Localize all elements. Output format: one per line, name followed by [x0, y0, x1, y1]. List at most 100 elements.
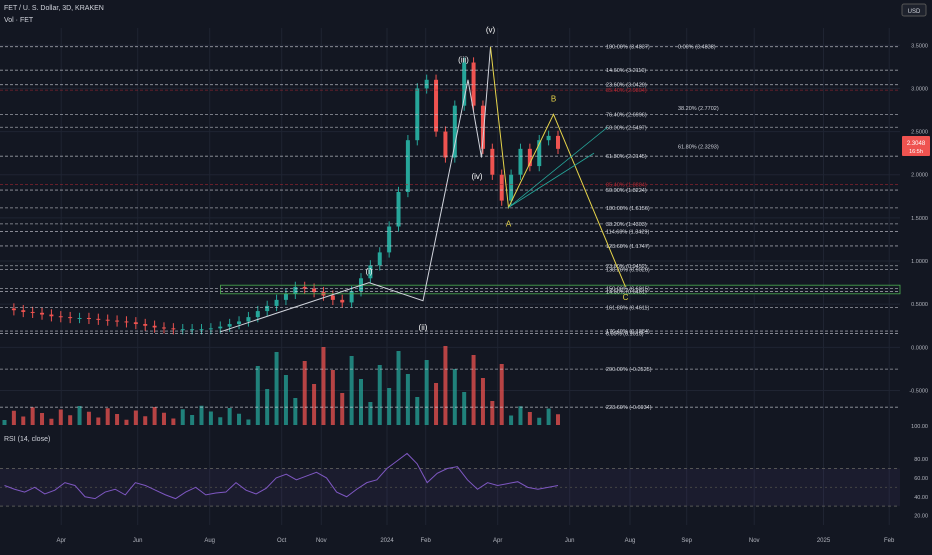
fib-label: 14.60% (3.2110) — [606, 68, 646, 74]
volume-bar — [546, 408, 551, 425]
candle-body — [283, 293, 288, 300]
x-tick-label: Feb — [884, 538, 895, 544]
x-tick-label: Feb — [421, 538, 432, 544]
candle-body — [208, 328, 213, 330]
symbol-title: FET / U. S. Dollar, 3D, KRAKEN — [4, 5, 104, 12]
candle-body — [434, 79, 439, 132]
wave-label: C — [623, 293, 629, 302]
candle-body — [199, 329, 204, 331]
fib-label: 85.40% (2.9804) — [606, 88, 647, 94]
fib-label-right: 38.20% (2.7702) — [678, 106, 719, 112]
candle-body — [58, 316, 63, 318]
candle-body — [227, 324, 232, 327]
price-badge-countdown: 16:5h — [909, 149, 923, 155]
volume-bar — [77, 406, 82, 425]
volume-bar — [274, 352, 279, 425]
candle-body — [115, 320, 120, 322]
candle-body — [218, 326, 223, 329]
candle-body — [246, 317, 251, 322]
abc-path — [490, 46, 626, 288]
y-tick-label: 3.0000 — [911, 86, 928, 92]
volume-bar — [480, 378, 485, 425]
y-tick-label: 1.0000 — [911, 259, 928, 265]
volume-bar — [537, 417, 542, 425]
rsi-tick-label: 20.00 — [914, 514, 928, 520]
fib-label: 161.80% (0.4611) — [606, 306, 649, 312]
fib-label: 0.00% (0.1610) — [606, 331, 644, 337]
volume-bar — [405, 374, 410, 425]
volume-bar — [152, 407, 157, 425]
trend-line — [508, 126, 608, 208]
volume-bar — [518, 406, 523, 425]
volume-bar — [180, 409, 185, 425]
volume-bar — [208, 411, 213, 425]
candle-body — [424, 79, 429, 89]
candle-body — [405, 140, 410, 192]
volume-axis-label: 100.00 — [911, 424, 928, 430]
candle-body — [30, 311, 35, 313]
wave-labels: (i) (ii) (iii) (iv) (v) A B C — [365, 25, 628, 332]
candle-body — [546, 135, 551, 141]
fib-label: 85.40% (1.8884) — [606, 182, 647, 188]
volume-bar — [387, 388, 392, 425]
volume-bar — [49, 418, 54, 425]
volume-bar — [86, 411, 91, 425]
candle-body — [49, 314, 54, 317]
y-tick-label: 0.0000 — [911, 345, 928, 351]
volume-bar — [368, 402, 373, 425]
volume-bar — [452, 369, 457, 425]
candle-body — [312, 288, 317, 293]
price-badge-price: 2.3048 — [907, 141, 926, 147]
candle-body — [40, 312, 45, 315]
rsi-tick-label: 40.00 — [914, 495, 928, 501]
x-tick-label: Jun — [565, 538, 575, 544]
volume-bar — [527, 412, 532, 425]
volume-bar — [340, 393, 345, 425]
fib-label: 23.60% (3.0429) — [606, 83, 647, 89]
rsi-tick-label: 80.00 — [914, 457, 928, 463]
volume-bar — [490, 401, 495, 425]
volume-bar — [58, 409, 63, 425]
volume-bar — [293, 398, 298, 425]
volume-bar — [227, 408, 232, 425]
x-tick-label: Aug — [625, 538, 636, 544]
volume-bar — [321, 347, 326, 425]
candle-body — [302, 286, 307, 289]
volume-bar — [161, 412, 166, 425]
volume-bar — [30, 407, 35, 425]
candle-body — [368, 265, 373, 279]
fib-label: 61.80% (2.2145) — [606, 154, 647, 160]
candle-body — [349, 291, 354, 303]
volume-bar — [105, 408, 110, 425]
x-tick-label: 2025 — [817, 538, 831, 544]
target-box — [220, 284, 901, 295]
candles — [11, 57, 560, 335]
x-tick-label: Jun — [133, 538, 143, 544]
rsi-pane — [0, 452, 900, 507]
currency-button[interactable] — [901, 3, 927, 17]
volume-bar — [462, 392, 467, 425]
y-tick-label: -0.5000 — [909, 388, 928, 394]
volume-bar — [396, 351, 401, 425]
candle-body — [293, 286, 298, 294]
candle-body — [556, 135, 560, 149]
fib-label: 23.60% (0.9452) — [606, 264, 647, 270]
wave-label: A — [506, 220, 512, 229]
candle-body — [133, 322, 138, 325]
candle-body — [462, 62, 467, 106]
candle-body — [518, 148, 523, 175]
wave-label: (i) — [365, 267, 372, 276]
volume-bar — [312, 384, 317, 425]
rsi-line — [4, 452, 559, 500]
grid — [0, 28, 900, 525]
candle-body — [452, 105, 457, 158]
volume-bar — [2, 420, 7, 425]
x-tick-label: Nov — [749, 538, 760, 544]
volume-bar — [415, 397, 420, 425]
volume-bar — [283, 375, 288, 425]
candle-body — [237, 321, 242, 325]
fib-label: 123.60% (1.1747) — [606, 244, 650, 250]
x-tick-label: Sep — [681, 538, 692, 544]
